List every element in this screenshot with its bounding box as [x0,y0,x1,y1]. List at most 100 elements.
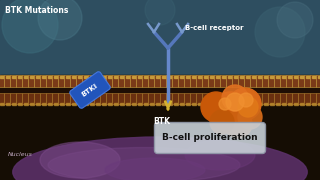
Bar [162,75,166,78]
Bar [293,75,298,78]
Circle shape [38,0,82,40]
FancyBboxPatch shape [70,93,77,105]
FancyBboxPatch shape [22,75,29,87]
FancyBboxPatch shape [209,93,215,105]
Circle shape [238,97,258,117]
Bar [269,102,274,105]
Bar [5,75,10,78]
Bar [53,75,58,78]
Circle shape [277,2,313,38]
Bar [90,102,94,105]
FancyBboxPatch shape [17,75,23,87]
FancyBboxPatch shape [41,93,47,105]
FancyBboxPatch shape [281,93,287,105]
Bar [245,102,250,105]
FancyBboxPatch shape [137,75,143,87]
Bar [29,102,34,105]
FancyBboxPatch shape [94,93,101,105]
FancyBboxPatch shape [244,93,251,105]
Bar [258,102,262,105]
Bar [84,75,88,78]
Text: B-cell receptor: B-cell receptor [185,25,244,31]
FancyBboxPatch shape [299,93,305,105]
Bar [287,75,292,78]
Bar [125,102,130,105]
Circle shape [222,85,248,111]
FancyBboxPatch shape [262,75,269,87]
Bar [311,102,316,105]
Bar [23,102,28,105]
Bar [167,75,172,78]
FancyBboxPatch shape [262,93,269,105]
Text: BTK: BTK [153,117,170,126]
FancyBboxPatch shape [118,75,125,87]
FancyBboxPatch shape [275,93,281,105]
Bar [180,102,184,105]
Circle shape [239,93,253,107]
Circle shape [238,105,262,129]
FancyBboxPatch shape [52,75,59,87]
Bar [228,102,232,105]
Bar [95,75,100,78]
Bar [47,102,52,105]
Bar [221,102,226,105]
Bar [101,75,106,78]
FancyBboxPatch shape [4,93,11,105]
FancyBboxPatch shape [17,93,23,105]
Bar [191,75,196,78]
FancyBboxPatch shape [142,93,149,105]
FancyBboxPatch shape [59,93,65,105]
Bar [84,102,88,105]
FancyBboxPatch shape [4,75,11,87]
FancyBboxPatch shape [316,93,320,105]
Bar [0,75,320,105]
Bar [306,75,310,78]
Bar [197,102,202,105]
Circle shape [229,88,261,120]
FancyBboxPatch shape [155,75,161,87]
Bar [239,75,244,78]
Bar [167,102,172,105]
Ellipse shape [48,147,240,180]
Bar [108,102,112,105]
FancyBboxPatch shape [292,93,299,105]
Bar [215,75,220,78]
Bar [215,102,220,105]
FancyBboxPatch shape [89,75,95,87]
Bar [258,75,262,78]
FancyBboxPatch shape [179,75,185,87]
FancyBboxPatch shape [227,93,233,105]
FancyBboxPatch shape [131,75,137,87]
Bar [95,102,100,105]
FancyBboxPatch shape [113,75,119,87]
FancyBboxPatch shape [316,75,320,87]
Text: Nucleus: Nucleus [8,152,33,158]
Bar [23,75,28,78]
Bar [149,75,154,78]
FancyBboxPatch shape [166,93,173,105]
Ellipse shape [105,158,205,180]
Bar [12,75,16,78]
Circle shape [226,93,244,111]
FancyBboxPatch shape [305,93,311,105]
Bar [180,75,184,78]
Bar [186,102,190,105]
Bar [197,75,202,78]
Text: BTK Mutations: BTK Mutations [5,6,68,15]
Bar [282,102,286,105]
Bar [101,102,106,105]
Bar [149,102,154,105]
Circle shape [210,92,250,132]
Bar [317,102,320,105]
Bar [0,102,4,105]
FancyBboxPatch shape [107,75,113,87]
FancyBboxPatch shape [220,93,227,105]
Bar [263,102,268,105]
FancyBboxPatch shape [244,75,251,87]
FancyBboxPatch shape [52,93,59,105]
FancyBboxPatch shape [257,75,263,87]
Circle shape [210,110,234,134]
Bar [119,75,124,78]
Bar [156,75,160,78]
FancyBboxPatch shape [299,75,305,87]
